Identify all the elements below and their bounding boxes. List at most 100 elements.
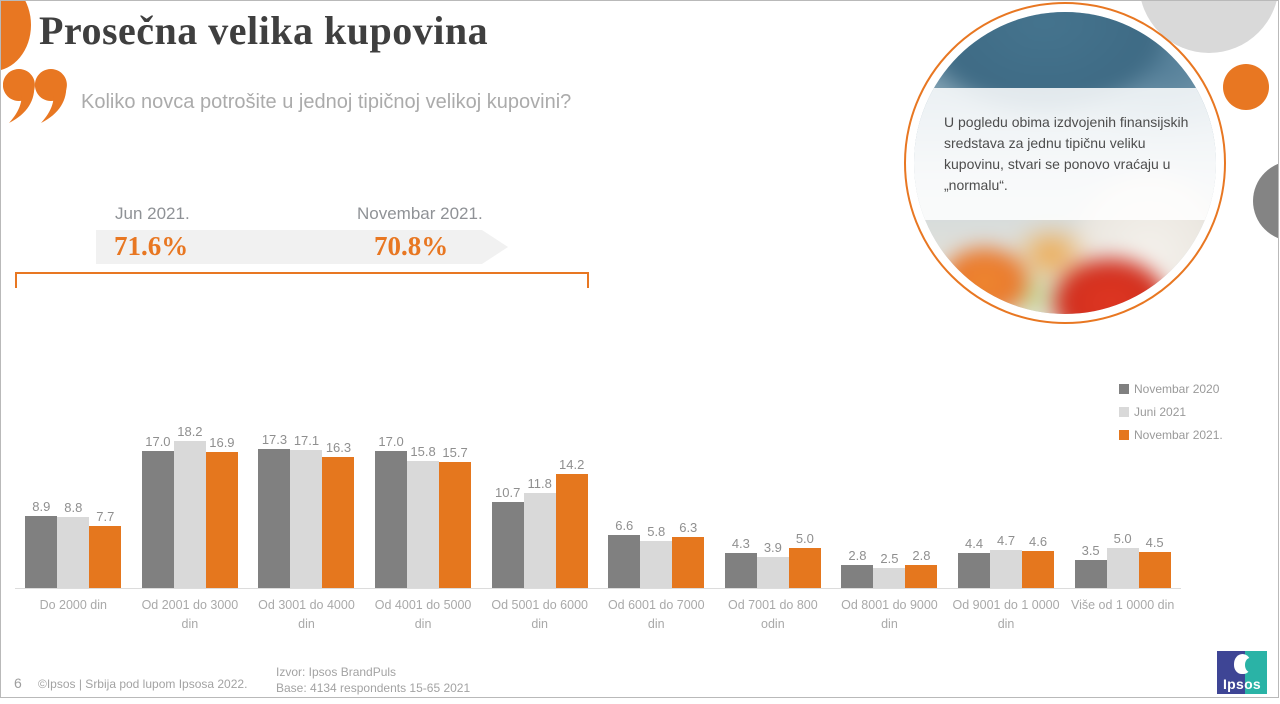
bar [89, 526, 122, 588]
bar [788, 548, 821, 588]
orange-blob-decoration [1, 1, 31, 71]
bar [1138, 552, 1171, 588]
bar-group: 6.6 5.8 6.3 [598, 518, 715, 588]
bar-column: 6.6 [608, 518, 641, 588]
bar-group: 4.4 4.7 4.6 [948, 533, 1065, 588]
category-label: Od 7001 do 800 odin [728, 598, 818, 631]
bar-value-label: 10.7 [495, 485, 521, 500]
bar-value-label: 15.7 [442, 445, 468, 460]
bar-value-label: 4.3 [731, 536, 750, 551]
bar [439, 462, 472, 588]
legend-swatch [1119, 384, 1129, 394]
bar-column: 11.8 [523, 476, 556, 588]
bar-column: 2.8 [841, 548, 874, 588]
bar-value-label: 4.6 [1029, 534, 1048, 549]
category-label: Od 4001 do 5000 din [374, 598, 472, 631]
category-label: Od 8001 do 9000 din [841, 598, 938, 631]
bar [322, 457, 355, 588]
category-label: Od 3001 do 4000 din [258, 598, 355, 631]
bar [1074, 560, 1107, 588]
legend-swatch [1119, 407, 1129, 417]
bar [173, 441, 206, 588]
legend-swatch [1119, 430, 1129, 440]
trend-value-jun-2021: 71.6% [114, 231, 189, 261]
legend-label: Novembar 2020 [1134, 382, 1220, 396]
callout-text: U pogledu obima izdvojenih finansijskih … [944, 114, 1189, 193]
bar [608, 535, 641, 588]
bar-column: 8.9 [25, 499, 58, 588]
bar-column: 4.4 [958, 536, 991, 588]
quote-marks-icon [2, 69, 73, 125]
bar-value-label: 8.8 [64, 500, 83, 515]
bar [555, 474, 588, 588]
bar-value-label: 16.9 [209, 435, 235, 450]
bar-column: 18.2 [173, 424, 206, 588]
bar [25, 516, 58, 588]
trend-label-novembar-2021: Novembar 2021. [357, 204, 483, 223]
bar-column: 2.8 [905, 548, 938, 588]
bar [407, 461, 440, 588]
bar-group: 17.0 15.8 15.7 [365, 434, 482, 588]
bar-column: 16.9 [205, 435, 238, 588]
bar-value-label: 15.8 [410, 444, 436, 459]
legend-item: Juni 2021 [1119, 405, 1223, 419]
bar-column: 3.5 [1074, 543, 1107, 588]
category-label: Od 9001 do 1 0000 din [952, 598, 1060, 631]
bar-column: 17.0 [141, 434, 174, 588]
bar-value-label: 11.8 [527, 476, 552, 491]
page-title: Prosečna velika kupovina [39, 8, 489, 53]
bar [905, 565, 938, 588]
bar-group: 8.9 8.8 7.7 [15, 499, 132, 588]
bar-column: 4.6 [1022, 534, 1055, 588]
bar-column: 15.8 [407, 444, 440, 588]
legend-item: Novembar 2020 [1119, 382, 1223, 396]
bar [205, 452, 238, 588]
bar-column: 5.8 [640, 524, 673, 588]
category-label: Od 6001 do 7000 din [607, 598, 705, 631]
bar [873, 568, 906, 588]
bar-value-label: 16.3 [325, 440, 352, 455]
bar-value-label: 5.0 [795, 531, 814, 546]
bar-value-label: 6.3 [679, 520, 698, 535]
bar [141, 451, 174, 588]
bar [1022, 551, 1055, 588]
source-line-2: Base: 4134 respondents 15-65 2021 [276, 681, 471, 695]
bar-value-label: 6.6 [615, 518, 634, 533]
bar [1106, 548, 1139, 588]
bar-column: 7.7 [89, 509, 122, 588]
category-label: Od 2001 do 3000 din [141, 598, 239, 631]
ipsos-logo-figure-icon [1234, 654, 1255, 674]
bar-value-label: 17.0 [145, 434, 171, 449]
bar-value-label: 14.2 [559, 457, 585, 472]
legend-item: Novembar 2021. [1119, 428, 1223, 442]
bar [491, 502, 524, 588]
bar [57, 517, 90, 588]
category-label: Do 2000 din [39, 598, 107, 612]
bar-column: 15.7 [439, 445, 472, 588]
source-line-1: Izvor: Ipsos BrandPuls [276, 665, 397, 679]
category-label: Od 5001 do 6000 din [491, 598, 588, 631]
orange-bracket [15, 272, 589, 288]
bar [672, 537, 705, 588]
bar [958, 553, 991, 588]
bar [375, 451, 408, 588]
bar [756, 557, 789, 588]
bar-value-label: 7.7 [96, 509, 115, 524]
bar-value-label: 3.5 [1081, 543, 1100, 558]
bar-group: 4.3 3.9 5.0 [715, 531, 832, 588]
bar [290, 450, 323, 588]
bar-column: 3.9 [756, 540, 789, 588]
trend-arrow-banner [96, 230, 508, 264]
chart-legend: Novembar 2020 Juni 2021 Novembar 2021. [1119, 382, 1223, 451]
bar [841, 565, 874, 588]
bar-column: 2.5 [873, 551, 906, 588]
bar-column: 6.3 [672, 520, 705, 588]
category-label: Više od 1 0000 din [1070, 598, 1175, 612]
bar-column: 10.7 [491, 485, 524, 588]
bar-value-label: 2.8 [912, 548, 931, 563]
ipsos-logo: Ipsos [1217, 651, 1267, 694]
bar-value-label: 2.5 [880, 551, 899, 566]
orange-dot-decoration [1223, 64, 1269, 110]
